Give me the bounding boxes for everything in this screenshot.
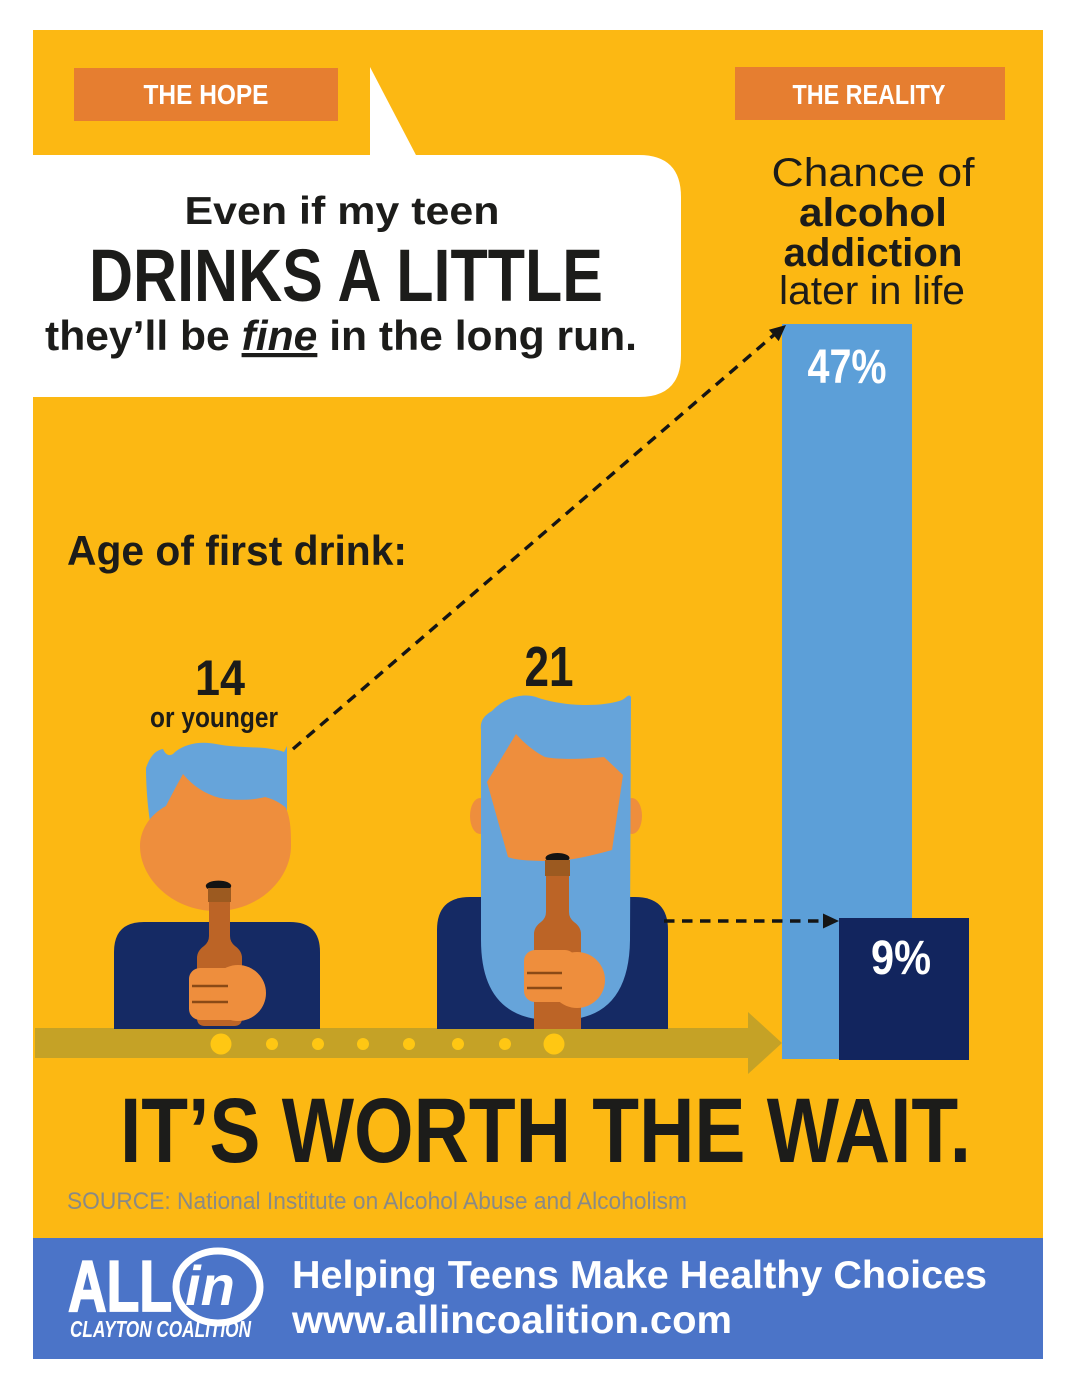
svg-text:DRINKS A LITTLE: DRINKS A LITTLE (89, 234, 603, 317)
svg-text:they’ll be fine in the long ru: they’ll be fine in the long run. (45, 312, 637, 359)
svg-text:alcohol: alcohol (799, 191, 947, 235)
svg-text:21: 21 (525, 635, 574, 699)
svg-text:later in life: later in life (779, 269, 965, 313)
svg-text:Chance of: Chance of (772, 151, 976, 195)
svg-text:THE HOPE: THE HOPE (144, 79, 269, 110)
svg-text:Age of first drink:: Age of first drink: (67, 527, 407, 574)
svg-text:47%: 47% (808, 341, 887, 394)
svg-text:addiction: addiction (784, 231, 963, 275)
svg-text:www.allincoalition.com: www.allincoalition.com (291, 1299, 732, 1342)
svg-text:in: in (185, 1254, 235, 1317)
svg-text:14: 14 (195, 650, 245, 706)
svg-text:Even if my teen: Even if my teen (185, 190, 500, 233)
svg-text:9%: 9% (871, 932, 931, 985)
svg-text:SOURCE: National Institute on: SOURCE: National Institute on Alcohol Ab… (67, 1188, 687, 1215)
svg-text:Helping Teens Make Healthy Cho: Helping Teens Make Healthy Choices (292, 1254, 987, 1297)
svg-text:ALL: ALL (68, 1247, 172, 1327)
svg-text:IT’S WORTH THE WAIT.: IT’S WORTH THE WAIT. (120, 1080, 971, 1182)
svg-text:or younger: or younger (150, 702, 278, 734)
svg-text:THE REALITY: THE REALITY (793, 79, 946, 110)
